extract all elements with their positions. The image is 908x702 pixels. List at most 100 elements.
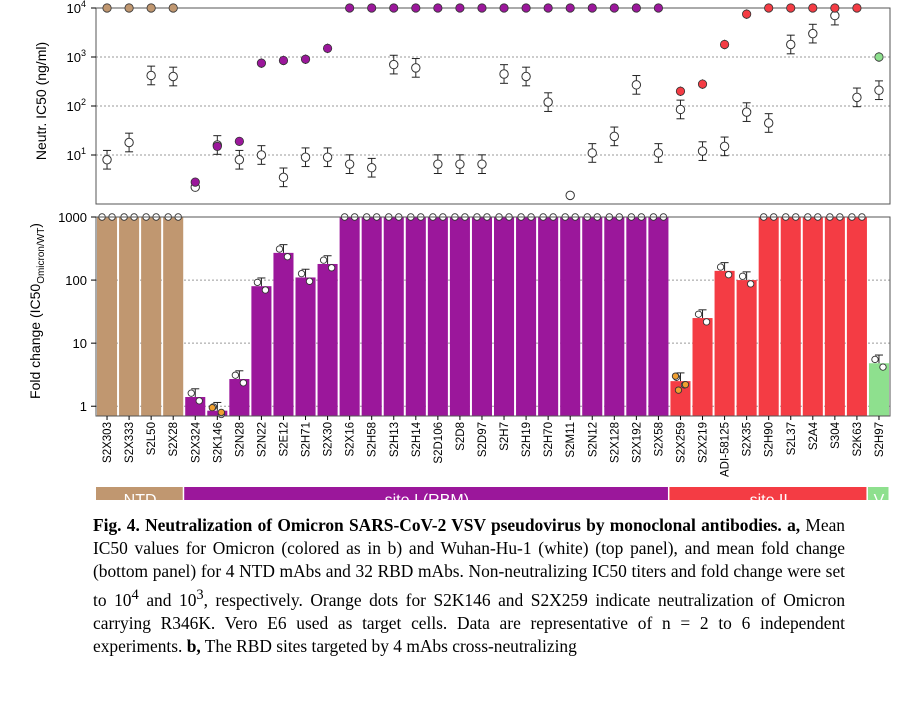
group-band-label-v: V [874, 492, 885, 500]
fold-change-bar [516, 217, 537, 416]
omicron-ic50-point [367, 3, 377, 13]
omicron-ic50-point [477, 3, 487, 13]
caption-superscript-3: 3 [196, 586, 204, 603]
fold-change-bar [648, 217, 669, 416]
fold-change-replicate-dot [879, 363, 887, 371]
fold-change-bar [119, 217, 140, 416]
fold-change-replicate-dot [702, 318, 711, 326]
caption-title: Neutralization of Omicron SARS-CoV-2 VSV… [139, 515, 782, 535]
bottom-plot-frame [95, 216, 891, 417]
fold-change-bar [846, 217, 867, 416]
x-tick-label-s2a4: S2A4 [808, 421, 820, 450]
fold-change-bar [361, 217, 382, 416]
site-group-band: NTD site I (RBM) site II V [96, 487, 889, 500]
wt-ic50-point [741, 107, 752, 117]
fold-change-replicate-dot [283, 253, 292, 261]
x-tick-label-s2x192: S2X192 [631, 422, 643, 463]
omicron-ic50-point [565, 3, 575, 13]
x-tick-label-s2d8: S2D8 [455, 422, 467, 451]
wt-ic50-point [874, 85, 884, 95]
top-y-tick-label: 104 [67, 0, 86, 16]
wt-ic50-point [697, 146, 708, 156]
r346k-dot [217, 408, 225, 416]
wt-ic50-point [344, 159, 355, 169]
x-tick-label-s304: S304 [830, 421, 842, 448]
caption-superscript-4: 4 [131, 586, 139, 603]
group-band-site-i-rbm [184, 487, 668, 500]
x-tick-label-s2x16: S2X16 [345, 422, 357, 457]
omicron-ic50-point [124, 3, 134, 13]
x-tick-label-s2e12: S2E12 [278, 422, 290, 457]
x-tick-label-s2h90: S2H90 [764, 422, 776, 457]
bottom-panel: 1 10 100 1000 S2X303 S2X333 S2L50 S2X28 S2X324 S2… [58, 210, 891, 477]
figure: 101 102 103 104 1 10 100 1000 S2X303 S2X333 S2L50… [27, 0, 891, 500]
fold-change-bar [582, 217, 603, 416]
fold-change-bar [207, 410, 228, 416]
fold-change-replicate-dot [716, 263, 725, 271]
caption-and: and 10 [138, 589, 197, 610]
r346k-dot [208, 403, 216, 412]
fold-change-replicate-dot [231, 371, 240, 379]
x-tick-label-s2k146: S2K146 [212, 422, 224, 463]
fold-change-replicate-dot [746, 280, 755, 288]
x-tick-label-s2k63: S2K63 [852, 422, 864, 457]
fold-change-bar [427, 217, 448, 416]
top-panel: 101 102 103 104 [67, 0, 891, 205]
wt-ic50-point [234, 155, 245, 165]
wt-ic50-point [411, 63, 421, 73]
wt-ic50-point [763, 118, 774, 128]
omicron-ic50-point [322, 43, 333, 53]
fold-change-replicate-dot [738, 272, 747, 280]
omicron-ic50-point [168, 3, 178, 13]
fold-change-bar [868, 363, 889, 416]
bottom-y-axis-label-subscript: Omicron/WT [36, 228, 47, 284]
x-tick-label-s2h70: S2H70 [543, 422, 555, 457]
wt-ic50-point [322, 152, 333, 162]
fold-change-bar [802, 217, 823, 416]
omicron-ic50-point [389, 3, 399, 13]
bottom-y-tick-label: 1000 [58, 210, 87, 225]
top-y-tick-label: 103 [67, 48, 86, 65]
group-band-ntd [96, 487, 183, 500]
fold-change-bar [604, 217, 625, 416]
omicron-ic50-point [300, 54, 311, 64]
fold-change-bar [251, 286, 272, 416]
fold-change-bar [560, 217, 581, 416]
fold-change-replicate-dot [297, 269, 306, 278]
wt-ic50-point [565, 190, 575, 201]
omicron-ic50-point [697, 79, 708, 89]
fold-change-bar [273, 252, 294, 416]
fold-change-bar [494, 217, 515, 416]
x-tick-label-s2x324: S2X324 [190, 421, 202, 463]
x-tick-label-s2n28: S2N28 [234, 422, 246, 457]
omicron-ic50-point [455, 3, 465, 13]
x-tick-label-s2h58: S2H58 [367, 422, 379, 457]
omicron-ic50-point [345, 3, 355, 13]
wt-ic50-point [786, 39, 796, 50]
fold-change-bar [317, 263, 338, 416]
fold-change-replicate-dot [187, 389, 195, 397]
x-tick-label-s2m11: S2M11 [565, 422, 577, 458]
fold-change-replicate-dot [871, 355, 879, 364]
x-tick-label-s2x303: S2X303 [102, 422, 114, 463]
group-band-label-site-i-rbm: site I (RBM) [385, 492, 469, 500]
omicron-ic50-point [521, 3, 531, 13]
wt-ic50-point [256, 150, 267, 160]
omicron-ic50-point [256, 58, 267, 68]
fold-change-bar [626, 217, 647, 416]
wt-ic50-point [278, 172, 289, 183]
wt-ic50-point [455, 159, 465, 169]
caption-text-a: Mean IC50 values for Omicron (colored as… [93, 515, 845, 610]
fold-change-replicate-dot [694, 310, 703, 318]
omicron-ic50-point [653, 3, 664, 13]
wt-ic50-point [433, 159, 443, 169]
bottom-y-tick-label: 100 [65, 273, 87, 288]
fold-change-replicate-dot [261, 286, 270, 294]
omicron-ic50-point [411, 3, 421, 13]
wt-ic50-point [389, 59, 399, 70]
fold-change-bar [449, 217, 470, 416]
caption-part-b: b, [182, 635, 201, 656]
caption-fig-label: Fig. 4. [93, 515, 140, 535]
x-tick-label-s2x128: S2X128 [609, 422, 621, 463]
fold-change-bar [295, 277, 316, 416]
